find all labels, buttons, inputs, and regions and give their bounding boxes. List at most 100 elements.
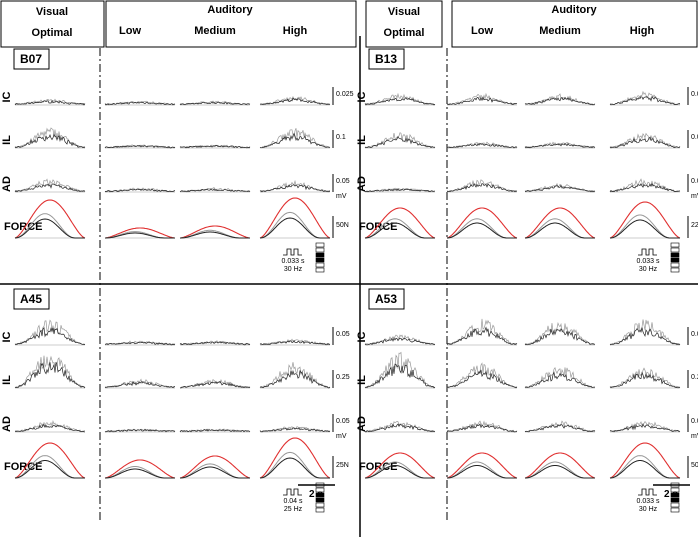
- electrode-icon: [315, 497, 325, 503]
- trace: [104, 188, 176, 193]
- trace: [365, 465, 435, 479]
- trace: [364, 207, 436, 239]
- trace: [14, 178, 86, 192]
- trace: [609, 95, 680, 106]
- electrode-icon: [315, 487, 325, 493]
- stim-icon: [283, 248, 302, 256]
- trace: [259, 437, 331, 479]
- trace: [609, 423, 681, 433]
- row-label: AD: [1, 176, 13, 192]
- row-label: FORCE: [359, 221, 398, 233]
- trace: [524, 424, 596, 433]
- condition-label: Medium: [194, 25, 236, 37]
- panel-label: B07: [20, 52, 42, 66]
- panel-label-box: [13, 288, 50, 310]
- condition-label: Low: [471, 25, 493, 37]
- trace: [14, 361, 86, 389]
- electrode-icon: [315, 492, 325, 498]
- trace: [609, 136, 681, 149]
- trace: [15, 420, 86, 433]
- trace: [260, 184, 330, 193]
- trace: [179, 188, 251, 193]
- trace: [180, 466, 250, 479]
- row-label: FORCE: [4, 221, 43, 233]
- trace: [104, 101, 176, 106]
- trace: [259, 427, 331, 433]
- scale-label: 0.1: [336, 134, 346, 141]
- trace: [609, 201, 681, 239]
- trace: [364, 135, 436, 149]
- trace: [14, 355, 86, 389]
- condition-label: Medium: [539, 25, 581, 37]
- scale-label: 0.2: [691, 374, 698, 381]
- trace: [179, 381, 251, 389]
- trace: [179, 428, 251, 433]
- electrode-icon: [315, 257, 325, 263]
- trace: [179, 455, 251, 479]
- condition-label: High: [283, 25, 308, 37]
- trace: [364, 334, 436, 345]
- trace: [364, 97, 436, 106]
- trace: [446, 423, 518, 433]
- trace: [14, 133, 86, 149]
- row-label: AD: [356, 416, 368, 432]
- trace: [446, 318, 518, 346]
- trace: [104, 341, 176, 346]
- scale-label: 50N: [336, 222, 349, 229]
- trace: [259, 340, 331, 346]
- stim-icon: [283, 488, 302, 496]
- trace: [525, 465, 595, 479]
- trace: [525, 367, 596, 388]
- trace: [14, 442, 86, 479]
- panel-label: A53: [375, 292, 397, 306]
- trace: [446, 326, 518, 346]
- stim-duration: 0.04 s: [283, 498, 303, 505]
- trace: [14, 423, 86, 433]
- trace: [14, 218, 85, 239]
- trace: [446, 369, 518, 389]
- trace: [105, 468, 175, 479]
- row-label: IC: [1, 91, 13, 102]
- trace: [180, 231, 250, 239]
- electrode-icon: [315, 252, 325, 258]
- trace: [104, 144, 176, 149]
- trace: [104, 459, 176, 479]
- electrode-icon: [670, 507, 680, 513]
- panel-label: B13: [375, 52, 397, 66]
- electrode-icon: [315, 242, 325, 248]
- trace: [446, 142, 518, 149]
- trace: [524, 452, 596, 479]
- trace: [15, 460, 85, 479]
- trace: [364, 132, 436, 149]
- trace: [524, 322, 596, 345]
- trace: [14, 326, 85, 345]
- trace: [364, 363, 436, 389]
- scale-label: 0.025: [336, 91, 354, 98]
- electrode-icon: [315, 247, 325, 253]
- unit-label: mV: [691, 433, 698, 440]
- trace: [447, 465, 517, 479]
- unit-label: mV: [336, 433, 347, 440]
- trace: [365, 188, 435, 193]
- scale-label: 0.05: [691, 178, 698, 185]
- trace: [609, 182, 681, 193]
- electrode-icon: [670, 497, 680, 503]
- row-label: AD: [356, 176, 368, 192]
- electrode-icon: [670, 242, 680, 248]
- trace: [524, 96, 596, 106]
- row-label: AD: [1, 416, 13, 432]
- trace: [609, 371, 681, 389]
- trace: [179, 341, 251, 346]
- electrode-icon: [670, 262, 680, 268]
- trace: [259, 132, 331, 149]
- trace: [105, 187, 176, 193]
- trace: [524, 371, 596, 388]
- row-label: IL: [1, 375, 13, 385]
- row-label: IL: [356, 375, 368, 385]
- unit-label: mV: [336, 193, 347, 200]
- electrode-icon: [315, 507, 325, 513]
- stim-icon: [638, 488, 657, 496]
- trace: [179, 101, 251, 106]
- electrode-icon: [670, 502, 680, 508]
